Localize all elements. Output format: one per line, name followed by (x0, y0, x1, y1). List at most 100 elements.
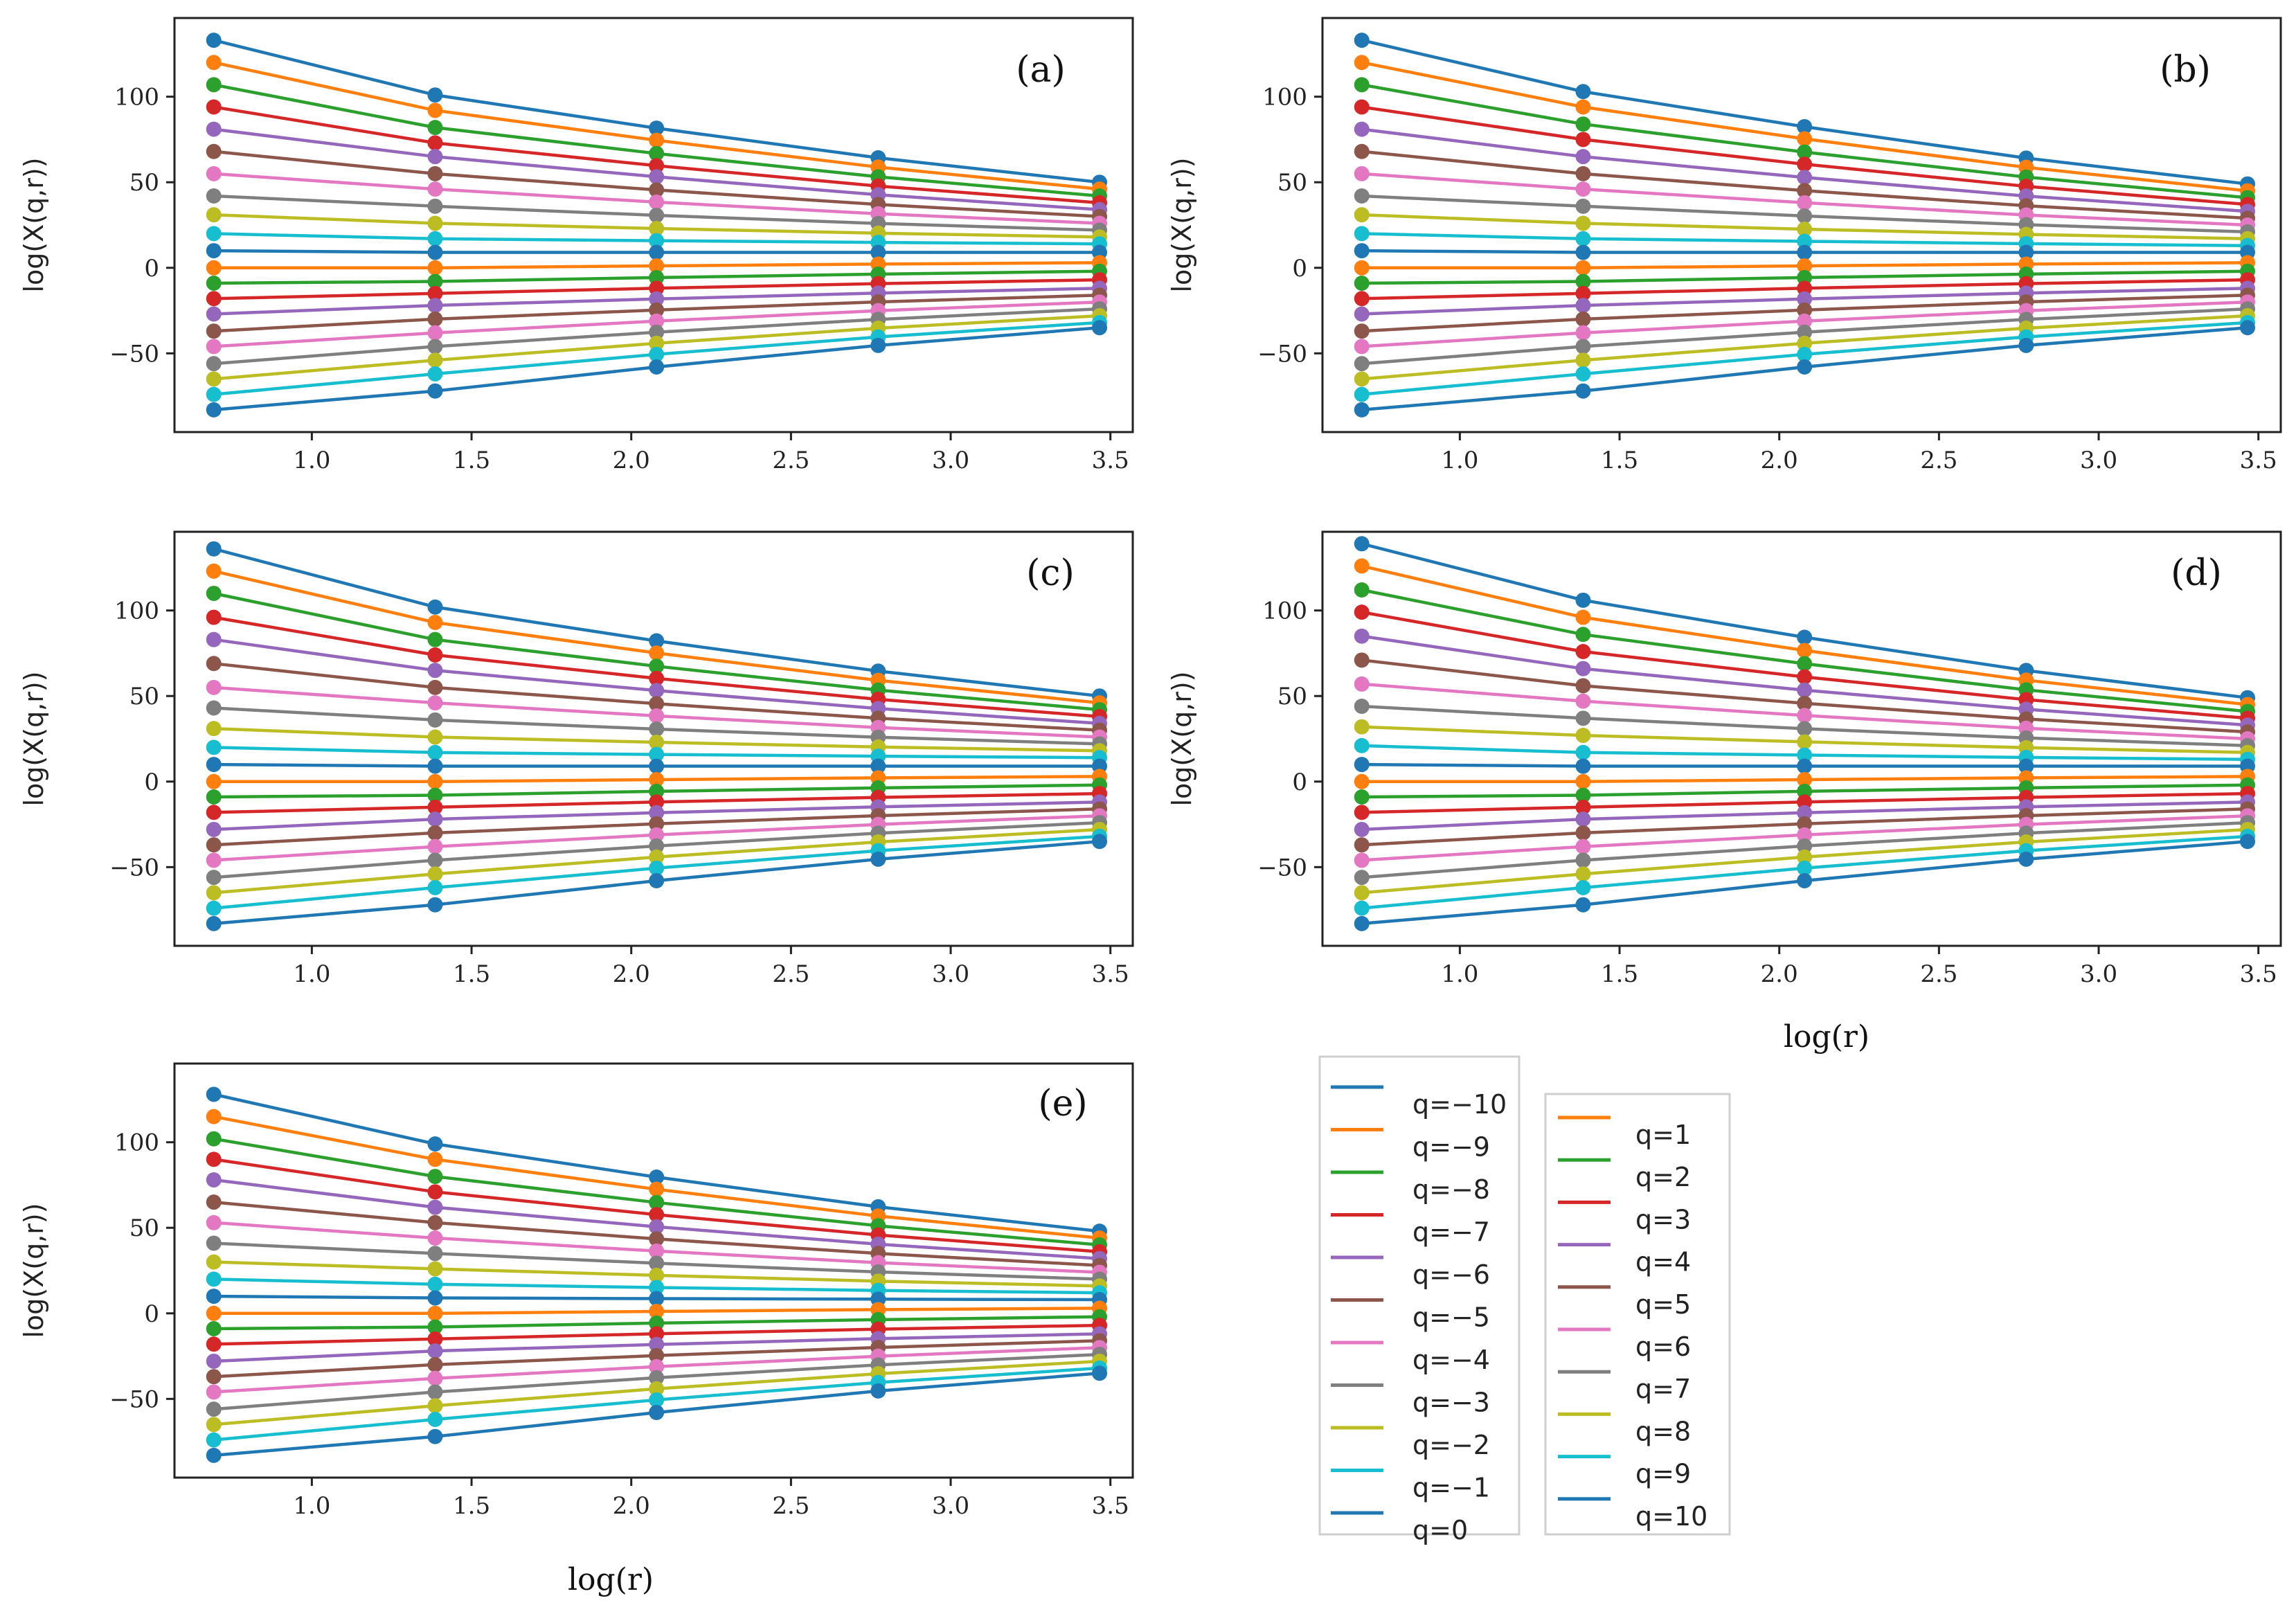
data-point-q9-1 (427, 879, 443, 895)
data-point-q10-1 (1575, 897, 1591, 913)
data-point-q-2-2 (1797, 734, 1813, 750)
data-point-q5-0 (206, 1369, 222, 1385)
legend-label: q=−2 (1412, 1430, 1490, 1460)
data-point-q-5-1 (1575, 165, 1591, 181)
legend-label: q=−8 (1412, 1174, 1490, 1205)
x-tick-label: 1.0 (293, 1492, 330, 1520)
y-tick-label: 100 (114, 84, 159, 111)
legend-left: q=−10 q=−9 q=−8 q=−7 q=−6 q=−5 q=−4 q=−3 q=−2 q=−… (1318, 1055, 1521, 1545)
data-point-q-8-1 (1575, 627, 1591, 643)
data-point-q-10-2 (649, 1169, 665, 1185)
data-point-q2-0 (1354, 276, 1370, 292)
x-tick-label: 2.0 (613, 1492, 650, 1520)
data-point-q-2-2 (649, 1267, 665, 1283)
data-point-q4-1 (427, 298, 443, 314)
data-point-q-8-1 (427, 120, 443, 136)
panel-label: (d) (2171, 553, 2222, 594)
data-point-q3-2 (1797, 794, 1813, 810)
data-point-q7-1 (427, 1384, 443, 1400)
data-point-q-10-1 (1575, 84, 1591, 100)
data-point-q-1-1 (427, 744, 443, 760)
x-tick-label: 3.0 (932, 960, 969, 988)
data-point-q-2-2 (649, 735, 665, 751)
y-tick-label: 50 (129, 1214, 159, 1242)
x-tick-label: 2.0 (613, 960, 650, 988)
data-point-q7-2 (1797, 838, 1813, 854)
data-point-q-9-0 (206, 1109, 222, 1124)
data-point-q-3-1 (1575, 198, 1591, 214)
data-point-q-6-1 (427, 149, 443, 165)
data-point-q0-1 (1575, 244, 1591, 260)
data-point-q5-1 (1575, 825, 1591, 841)
panel-label: (b) (2160, 49, 2211, 91)
data-point-q2-2 (1797, 783, 1813, 799)
data-point-q-1-2 (649, 746, 665, 762)
y-tick-label: 0 (144, 769, 159, 796)
data-point-q-1-0 (206, 739, 222, 755)
data-point-q6-1 (1575, 325, 1591, 341)
x-tick-label: 1.5 (453, 447, 490, 474)
panels: 1.0 1.5 2.0 2.5 3.0 3.5 −50 0 50 100 log(X(q,r)) (a… (19, 17, 2282, 1520)
data-point-q-8-1 (427, 631, 443, 647)
data-point-q4-0 (206, 306, 222, 322)
data-point-q-10-0 (206, 541, 222, 557)
legend-label: q=−9 (1412, 1132, 1490, 1163)
data-point-q-8-1 (1575, 116, 1591, 132)
y-axis-label: log(X(q,r)) (1167, 671, 1197, 806)
data-point-q-8-2 (1797, 144, 1813, 160)
data-point-q10-1 (1575, 383, 1591, 399)
data-point-q-6-0 (206, 1172, 222, 1188)
data-point-q-3-0 (1354, 188, 1370, 204)
data-point-q-8-0 (206, 1131, 222, 1147)
data-point-q8-0 (206, 371, 222, 387)
data-point-q-10-2 (649, 120, 665, 136)
data-point-q6-0 (206, 852, 222, 868)
data-point-q-7-1 (427, 135, 443, 151)
data-point-q-9-2 (649, 132, 665, 148)
data-point-q-4-2 (1797, 708, 1813, 724)
data-point-q-3-1 (1575, 710, 1591, 726)
data-point-q-5-2 (649, 696, 665, 712)
data-point-q-1-1 (1575, 744, 1591, 760)
data-point-q-6-1 (427, 663, 443, 679)
data-point-q10-1 (427, 897, 443, 913)
y-tick-label: 0 (144, 1300, 159, 1328)
y-tick-label: 100 (114, 1129, 159, 1157)
data-point-q8-1 (427, 866, 443, 882)
data-point-q0-0 (1354, 243, 1370, 259)
data-point-q0-2 (649, 1291, 665, 1307)
x-tick-label: 3.5 (1092, 1492, 1129, 1520)
data-point-q1-0 (206, 260, 222, 276)
plot-frame (173, 17, 1134, 433)
data-point-q-8-0 (1354, 77, 1370, 93)
data-point-q-6-2 (649, 1219, 665, 1235)
x-tick-label: 3.0 (2080, 960, 2117, 988)
data-point-q4-0 (1354, 821, 1370, 837)
data-point-q-2-0 (206, 207, 222, 223)
data-point-q0-1 (1575, 758, 1591, 774)
data-point-q3-2 (649, 280, 665, 296)
y-tick-label: 50 (129, 169, 159, 197)
data-point-q2-0 (1354, 789, 1370, 805)
data-point-q-2-1 (427, 1261, 443, 1277)
data-point-q1-2 (1797, 258, 1813, 274)
data-point-q3-1 (427, 799, 443, 815)
y-tick-label: 50 (129, 683, 159, 710)
legend-label: q=6 (1635, 1331, 1691, 1362)
data-point-q2-1 (1575, 274, 1591, 289)
data-point-q-1-0 (206, 1271, 222, 1287)
data-point-q9-0 (1354, 386, 1370, 402)
legend-label: q=−10 (1412, 1089, 1507, 1120)
data-point-q-10-0 (1354, 33, 1370, 48)
data-point-q-2-2 (649, 221, 665, 237)
data-point-q5-1 (1575, 311, 1591, 327)
data-point-q-4-0 (206, 165, 222, 181)
data-point-q10-0 (1354, 915, 1370, 931)
data-point-q0-3 (870, 244, 886, 260)
data-point-q-5-0 (206, 656, 222, 672)
data-point-q-7-1 (1575, 132, 1591, 147)
data-point-q-7-0 (1354, 99, 1370, 115)
data-point-q6-1 (427, 1370, 443, 1386)
data-point-q10-4 (1092, 320, 1108, 336)
data-point-q-9-1 (427, 1151, 443, 1167)
